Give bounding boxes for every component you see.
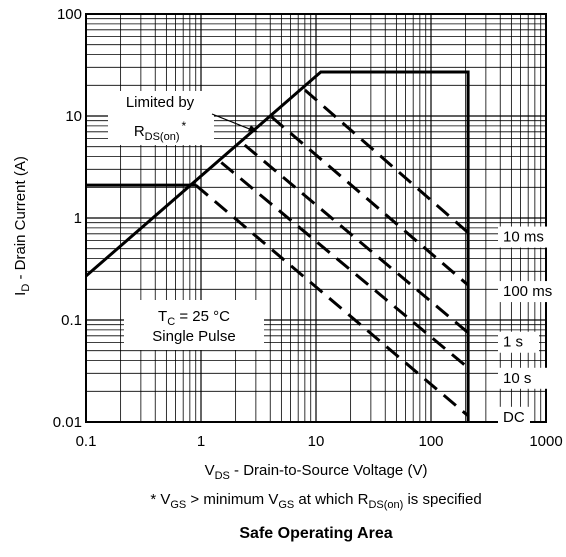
series-label-background — [498, 367, 548, 389]
series-label-DC: DC — [503, 409, 525, 426]
note-mid: > minimum V — [186, 491, 278, 508]
y-tick-label: 1 — [74, 210, 82, 227]
x-tick-label: 1000 — [529, 433, 562, 450]
tc-label: TC = 25 °C — [158, 308, 230, 328]
tc-sub: C — [167, 316, 175, 328]
x-tick-label: 100 — [418, 433, 443, 450]
series-line-DC — [194, 183, 470, 417]
series-label-1-s: 1 s — [503, 334, 523, 351]
x-axis-label: VDS - Drain-to-Source Voltage (V) — [205, 462, 428, 482]
note-sub1: GS — [170, 499, 186, 511]
x-tick-label: 1 — [197, 433, 205, 450]
series-line-100-ms — [270, 115, 470, 287]
x-tick-label: 10 — [308, 433, 325, 450]
series-label-background — [498, 226, 557, 248]
series-label-background — [498, 331, 539, 353]
curves — [85, 70, 470, 422]
limited-by-arrow — [211, 113, 253, 131]
series-label-10-s: 10 s — [503, 370, 531, 387]
y-tick-label: 0.1 — [61, 312, 82, 329]
y-label-sub: D — [20, 284, 32, 292]
y-tick-label: 0.01 — [53, 414, 82, 431]
y-tick-label: 10 — [65, 108, 82, 125]
note-sub2: GS — [278, 499, 294, 511]
series-labels: 10 ms 100 ms 1 s 10 s DC — [498, 226, 566, 428]
y-tick-label: 100 — [57, 6, 82, 23]
y-label-main: I — [12, 292, 29, 296]
tc-main: T — [158, 308, 167, 325]
y-label-rest: - Drain Current (A) — [12, 156, 29, 284]
series-label-100-ms: 100 ms — [503, 283, 552, 300]
rdson-sub: DS(on) — [145, 131, 180, 143]
x-tick-label: 0.1 — [76, 433, 97, 450]
x-label-sub: DS — [215, 470, 230, 482]
note-sub3: DS(on) — [368, 499, 403, 511]
series-line-10-s — [220, 161, 470, 369]
limited-by-label: Limited by — [126, 94, 195, 111]
rdson-asterisk: * — [182, 119, 187, 133]
tc-annotation-background — [124, 300, 264, 350]
footnote: * VGS > minimum VGS at which RDS(on) is … — [150, 491, 481, 511]
single-pulse-label: Single Pulse — [152, 328, 235, 345]
note-post: is specified — [403, 491, 481, 508]
chart-title: Safe Operating Area — [239, 525, 392, 542]
y-axis-label: ID - Drain Current (A) — [12, 156, 32, 296]
limited-by-arrowhead — [248, 125, 258, 132]
tc-rest: = 25 °C — [175, 308, 230, 325]
plot-frame — [85, 13, 547, 423]
rdson-main: R — [134, 123, 145, 140]
series-label-background — [498, 281, 566, 303]
x-label-rest: - Drain-to-Source Voltage (V) — [230, 462, 428, 479]
series-label-10-ms: 10 ms — [503, 229, 544, 246]
rdson-label: RDS(on)* — [134, 119, 187, 143]
x-label-main: V — [205, 462, 215, 479]
tick-labels: 0.1 1 10 100 1000 0.01 0.1 1 10 100 — [53, 6, 563, 450]
series-line-10-ms — [303, 88, 470, 234]
note-pre: * V — [150, 491, 170, 508]
series-label-background — [498, 406, 530, 428]
limited-by-background — [108, 91, 214, 145]
soa-boundary-line — [85, 70, 470, 422]
note-mid2: at which R — [294, 491, 368, 508]
